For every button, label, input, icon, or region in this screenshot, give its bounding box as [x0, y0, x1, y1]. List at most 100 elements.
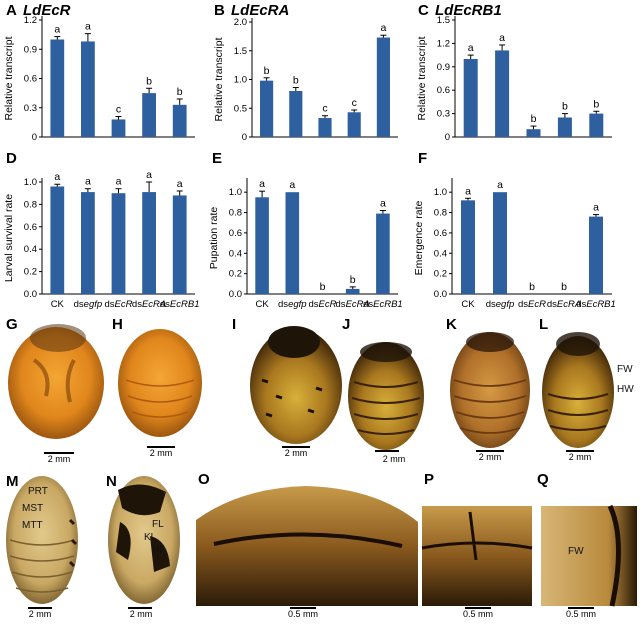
y-tick-label: 0.9 — [24, 44, 37, 55]
significance-letter: a — [177, 178, 183, 190]
chart-panel-f: F 0.0 0.2 0.4 0.6 0.8 1.0 Emergence rate a a b b a CK… — [413, 150, 616, 310]
label-fl: FL — [152, 519, 164, 530]
y-tick-label: 1.0 — [24, 177, 37, 188]
significance-letter: a — [465, 185, 471, 197]
bar — [142, 93, 156, 137]
panel-letter: G — [6, 316, 18, 333]
significance-letter: c — [116, 104, 121, 116]
closeup-detail — [421, 511, 533, 561]
scale-label: 2 mm — [569, 452, 592, 462]
pupa-segments — [125, 379, 195, 418]
label-mtt: MTT — [22, 520, 43, 531]
significance-letter: a — [468, 42, 474, 54]
panel-letter: L — [539, 316, 548, 333]
x-tick-label: CK — [461, 299, 475, 310]
photo-o: O 0.5 mm — [196, 468, 418, 619]
significance-letter: b — [350, 274, 356, 286]
y-tick-label: 0 — [445, 132, 450, 143]
scale-label: 2 mm — [130, 609, 153, 619]
panel-letter: N — [106, 473, 117, 490]
y-tick-label: 2.0 — [234, 17, 247, 28]
y-tick-label: 0.2 — [24, 267, 37, 278]
significance-letter: a — [85, 176, 91, 188]
bar — [318, 118, 332, 137]
y-tick-label: 0.4 — [434, 248, 447, 259]
significance-letter: a — [499, 32, 505, 44]
closeup-edge — [213, 532, 403, 548]
x-tick-label: dsegfp — [74, 299, 103, 310]
closeup-detail — [607, 504, 622, 607]
pupa-head — [268, 326, 320, 358]
y-tick-label: 0.4 — [24, 244, 37, 255]
closeup-body — [541, 506, 637, 606]
beetle-pupa — [450, 332, 530, 448]
significance-letter: b — [562, 101, 568, 113]
bar — [589, 216, 603, 294]
significance-letter: a — [54, 24, 60, 36]
y-axis-label: Relative transcript — [3, 36, 15, 120]
x-tick-label: dsEcRA — [132, 299, 166, 310]
x-tick-label: dsEcRB1 — [576, 299, 616, 310]
photo-k: K 2 mm — [446, 316, 530, 462]
y-tick-label: 0.9 — [437, 62, 450, 73]
chart-panel-e: E 0.0 0.2 0.4 0.6 0.8 1.0 Pupation rate a a b b a CK d… — [208, 150, 403, 310]
y-axis-label: Relative transcript — [416, 36, 428, 120]
significance-letter: a — [54, 171, 60, 183]
bar — [345, 288, 360, 294]
bar — [50, 39, 65, 137]
bar — [493, 192, 507, 294]
beetle-pupa — [542, 336, 614, 448]
significance-letter: a — [380, 198, 386, 210]
y-tick-label: 0.3 — [437, 109, 450, 120]
panel-letter: O — [198, 471, 210, 488]
y-tick-label: 1.0 — [229, 187, 242, 198]
significance-letter: a — [85, 21, 91, 33]
significance-letter: a — [146, 169, 152, 181]
bar — [463, 59, 478, 137]
bar — [495, 50, 510, 137]
significance-letter: b — [177, 86, 183, 98]
bar — [557, 117, 572, 137]
photo-j: J 2 mm — [342, 316, 424, 464]
y-axis-label: Pupation rate — [208, 207, 220, 270]
closeup-body — [196, 486, 418, 606]
significance-letter: a — [289, 179, 295, 191]
significance-letter: a — [593, 202, 599, 214]
photo-l: L FW HW 2 mm — [539, 316, 634, 462]
pupa-legs — [32, 358, 76, 403]
significance-letter: b — [146, 75, 152, 87]
y-tick-label: 0.0 — [24, 289, 37, 300]
y-tick-label: 0.6 — [434, 228, 447, 239]
y-tick-label: 1.5 — [234, 46, 247, 57]
pupa-segments — [547, 393, 609, 431]
photo-i: I 2 mm — [232, 316, 342, 458]
bar — [142, 192, 156, 294]
panel-letter: P — [424, 471, 434, 488]
panel-letter: M — [6, 473, 19, 490]
y-tick-label: 1.2 — [437, 38, 450, 49]
pupa-dark-patches — [116, 484, 170, 572]
chart-panel-b: B LdEcRA 0 0.5 1.0 1.5 2.0 Relative transcript b… — [213, 2, 398, 143]
significance-letter: b — [293, 75, 299, 87]
pupa-segments — [9, 539, 75, 593]
bar — [285, 192, 300, 294]
bar — [260, 80, 274, 137]
x-tick-label: CK — [255, 299, 269, 310]
y-tick-label: 0.5 — [234, 103, 247, 114]
y-tick-label: 0 — [32, 132, 37, 143]
significance-letter: b — [264, 65, 270, 77]
y-tick-label: 0.8 — [24, 199, 37, 210]
gene-title: LdEcRB1 — [435, 2, 502, 19]
x-tick-label: dsEcRB1 — [363, 299, 403, 310]
photo-g: G 2 mm — [6, 316, 104, 464]
y-axis-label: Relative transcript — [213, 37, 225, 121]
panel-letter: F — [418, 150, 427, 167]
bar — [461, 200, 475, 294]
pupa-head — [360, 342, 412, 362]
pupa-segments — [453, 379, 527, 434]
y-axis-label: Larval survival rate — [3, 194, 15, 282]
scale-label: 2 mm — [479, 452, 502, 462]
beetle-pupa — [6, 476, 78, 604]
x-tick-label: dsegfp — [486, 299, 515, 310]
